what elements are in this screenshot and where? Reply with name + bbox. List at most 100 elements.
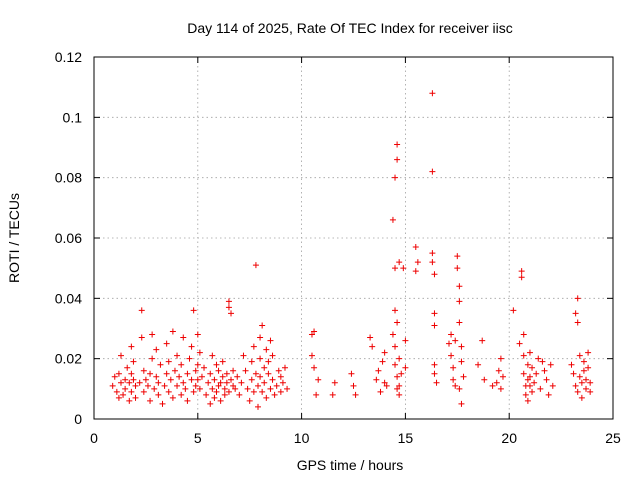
data-point	[205, 379, 212, 386]
data-point	[526, 349, 533, 356]
data-point	[456, 385, 463, 392]
data-point	[126, 397, 133, 404]
data-point	[524, 361, 531, 368]
data-point	[255, 382, 262, 389]
data-point	[448, 352, 455, 359]
data-point	[520, 331, 527, 338]
data-point	[248, 376, 255, 383]
data-point	[267, 337, 274, 344]
data-point	[259, 388, 266, 395]
data-point	[182, 385, 189, 392]
data-point	[132, 394, 139, 401]
data-point	[149, 355, 156, 362]
y-tick-label: 0.12	[55, 49, 82, 65]
data-point	[452, 382, 459, 389]
data-point	[178, 391, 185, 398]
data-point	[109, 382, 116, 389]
y-tick-label: 0.06	[55, 230, 82, 246]
data-point	[225, 304, 232, 311]
data-point	[433, 379, 440, 386]
data-point	[574, 388, 581, 395]
data-point	[522, 391, 529, 398]
data-point	[539, 358, 546, 365]
data-point	[576, 373, 583, 380]
data-point	[163, 370, 170, 377]
data-point	[277, 388, 284, 395]
data-point	[392, 265, 399, 272]
data-point	[194, 361, 201, 368]
data-point	[381, 379, 388, 386]
data-point	[587, 388, 594, 395]
data-point	[526, 382, 533, 389]
data-point	[265, 370, 272, 377]
data-point	[352, 391, 359, 398]
data-point	[169, 394, 176, 401]
data-point	[574, 295, 581, 302]
data-point	[147, 370, 154, 377]
data-point	[549, 382, 556, 389]
data-point	[151, 385, 158, 392]
data-point	[252, 370, 259, 377]
y-tick-label: 0.08	[55, 170, 82, 186]
data-point	[583, 385, 590, 392]
data-point	[402, 364, 409, 371]
data-point	[128, 388, 135, 395]
data-point	[248, 358, 255, 365]
data-point	[263, 346, 270, 353]
data-point	[308, 331, 315, 338]
data-point	[174, 352, 181, 359]
data-point	[458, 400, 465, 407]
data-points	[109, 90, 594, 410]
data-point	[257, 373, 264, 380]
data-point	[348, 370, 355, 377]
data-point	[568, 361, 575, 368]
data-point	[576, 352, 583, 359]
data-point	[140, 367, 147, 374]
data-point	[545, 391, 552, 398]
data-point	[580, 367, 587, 374]
data-point	[153, 373, 160, 380]
data-point	[203, 391, 210, 398]
x-tick-label: 20	[501, 430, 517, 446]
x-tick-label: 5	[194, 430, 202, 446]
data-point	[460, 373, 467, 380]
data-point	[475, 361, 482, 368]
data-point	[194, 331, 201, 338]
data-point	[115, 394, 122, 401]
data-point	[389, 216, 396, 223]
data-point	[412, 268, 419, 275]
data-point	[277, 373, 284, 380]
data-point	[448, 331, 455, 338]
data-point	[369, 343, 376, 350]
data-point	[574, 319, 581, 326]
data-point	[414, 259, 421, 266]
data-point	[537, 385, 544, 392]
data-point	[412, 244, 419, 251]
x-tick-labels: 0 5 10 15 20 25	[90, 430, 621, 446]
data-point	[394, 373, 401, 380]
data-point	[209, 385, 216, 392]
data-point	[583, 376, 590, 383]
data-point	[242, 367, 249, 374]
data-point	[516, 340, 523, 347]
data-point	[117, 379, 124, 386]
data-point	[479, 337, 486, 344]
data-point	[184, 370, 191, 377]
data-point	[223, 379, 230, 386]
data-point	[136, 379, 143, 386]
data-point	[394, 156, 401, 163]
data-point	[238, 379, 245, 386]
data-point	[543, 376, 550, 383]
data-point	[180, 379, 187, 386]
data-point	[230, 367, 237, 374]
data-point	[497, 355, 504, 362]
data-point	[572, 310, 579, 317]
data-point	[188, 343, 195, 350]
data-point	[458, 343, 465, 350]
data-point	[275, 367, 282, 374]
data-point	[452, 337, 459, 344]
data-point	[194, 376, 201, 383]
data-point	[234, 373, 241, 380]
data-point	[529, 364, 536, 371]
data-point	[223, 370, 230, 377]
